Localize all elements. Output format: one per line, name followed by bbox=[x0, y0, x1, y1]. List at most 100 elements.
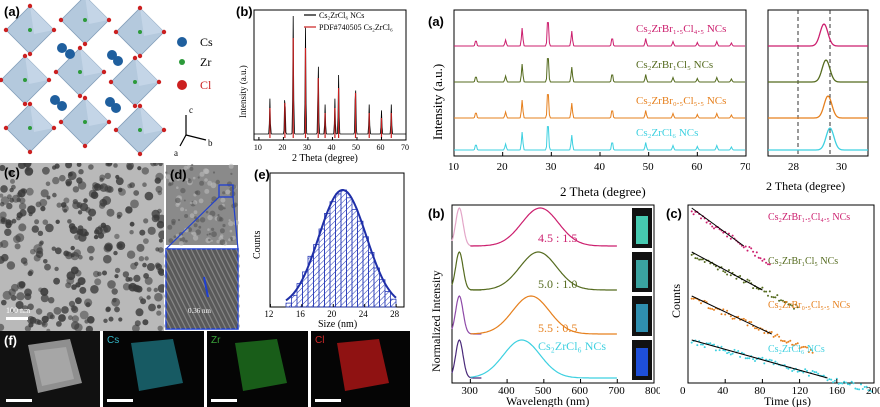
xrd-main-tick-label: 50 bbox=[643, 161, 655, 173]
decay-datapoint bbox=[860, 383, 862, 386]
decay-chart: Cs₂ZrBr₁.₅Cl₄.₅ NCs Cs₂ZrBr₁Cl₅ NCs Cs₂ZrB… bbox=[669, 204, 880, 407]
nanocrystal bbox=[15, 301, 24, 309]
hrtem-texture bbox=[233, 219, 240, 226]
nanocrystal bbox=[8, 288, 16, 296]
hrtem-texture bbox=[216, 216, 223, 222]
nanocrystal bbox=[118, 317, 123, 322]
nanocrystal bbox=[116, 241, 126, 250]
ratio-label-3: 5.5 : 0.5 bbox=[538, 321, 577, 335]
hrtem-texture bbox=[217, 214, 220, 217]
nanocrystal bbox=[34, 219, 40, 225]
decay-datapoint bbox=[737, 350, 740, 352]
decay-datapoint bbox=[727, 232, 730, 235]
cl-atom bbox=[137, 5, 143, 11]
nanocrystal bbox=[128, 277, 133, 282]
nanocrystal bbox=[68, 172, 73, 177]
decay-datapoint bbox=[763, 362, 766, 365]
xrd-zoom-panel: 28 30 2 Theta (degree) bbox=[750, 0, 880, 200]
cl-atom bbox=[22, 101, 28, 107]
cl-atom bbox=[82, 95, 88, 101]
nanocrystal bbox=[20, 188, 26, 193]
hrtem-texture bbox=[199, 171, 205, 177]
hrtem-texture bbox=[184, 239, 188, 243]
zr-atom bbox=[133, 80, 137, 84]
hrtem-texture bbox=[212, 171, 216, 174]
decay-datapoint bbox=[791, 370, 794, 372]
decay-datapoint bbox=[726, 235, 729, 238]
hrtem-texture bbox=[202, 168, 209, 174]
hrtem-texture bbox=[223, 207, 226, 210]
hrtem-texture bbox=[230, 172, 233, 175]
tem-scale-label: 100 nm bbox=[6, 306, 31, 315]
xrd-main-tick-label: 60 bbox=[691, 161, 703, 173]
nanocrystal bbox=[56, 321, 62, 327]
nanocrystal bbox=[102, 270, 107, 276]
decay-datapoint bbox=[724, 349, 727, 352]
decay-datapoint bbox=[748, 320, 751, 323]
decay-datapoint bbox=[746, 249, 749, 252]
lattice-fringe bbox=[170, 248, 212, 330]
hrtem-texture bbox=[225, 189, 231, 195]
cl-atom bbox=[113, 127, 119, 133]
decay-datapoint bbox=[700, 302, 702, 305]
nanocrystal bbox=[77, 210, 83, 215]
panel-label-a2: (a) bbox=[428, 14, 444, 29]
decay-datapoint bbox=[858, 388, 861, 391]
cl-atom bbox=[106, 17, 112, 23]
nanocrystal bbox=[113, 250, 118, 256]
hrtem-texture bbox=[183, 165, 188, 171]
zr-atom bbox=[83, 120, 87, 124]
nanocrystal bbox=[37, 230, 44, 236]
histogram-bar bbox=[351, 209, 358, 308]
nanocrystal bbox=[22, 305, 29, 312]
nanocrystal bbox=[6, 261, 16, 270]
nanocrystal bbox=[157, 214, 164, 224]
nanocrystal bbox=[40, 189, 49, 198]
nanocrystal bbox=[156, 310, 162, 316]
nanocrystal bbox=[54, 247, 62, 255]
pl-tick-label: 400 bbox=[498, 385, 515, 397]
hrtem-texture bbox=[208, 238, 211, 242]
decay-datapoint bbox=[744, 245, 747, 248]
nanocrystal bbox=[114, 267, 121, 274]
nanocrystal bbox=[77, 225, 84, 232]
nanocrystal bbox=[1, 299, 7, 306]
cl-atom bbox=[101, 69, 107, 75]
xrd-small-tick-label: 40 bbox=[327, 143, 335, 152]
nanocrystal bbox=[142, 319, 149, 326]
pl-ylabel: Normalized Intensity bbox=[429, 270, 443, 372]
panel-label-e: (e) bbox=[254, 167, 270, 182]
hrtem-texture bbox=[184, 214, 189, 218]
hrtem-texture bbox=[183, 199, 186, 202]
decay-datapoint bbox=[804, 345, 807, 348]
cl-atom bbox=[161, 29, 167, 35]
xrd-series-panel: Cs₂ZrBr₁.₅Cl₄.₅ NCs Cs₂ZrBr₁Cl₅ NCs Cs₂ZrB… bbox=[410, 0, 750, 200]
decay-datapoint bbox=[744, 357, 747, 360]
nanocrystal bbox=[4, 228, 12, 236]
decay-datapoint bbox=[754, 360, 756, 362]
nanocrystal bbox=[106, 208, 115, 217]
hist-tick-label: 20 bbox=[327, 309, 337, 319]
nanocrystal bbox=[44, 263, 51, 271]
decay-datapoint bbox=[871, 390, 874, 393]
decay-datapoint bbox=[752, 250, 755, 253]
nanocrystal bbox=[65, 181, 72, 187]
decay-datapoint bbox=[696, 344, 699, 347]
xrd-main-tick-label: 20 bbox=[497, 161, 509, 173]
nanocrystal bbox=[147, 226, 156, 235]
nanocrystal bbox=[0, 193, 4, 198]
octahedron-face bbox=[80, 48, 104, 76]
cl-atom bbox=[3, 125, 9, 131]
cl-atom bbox=[27, 149, 33, 155]
decay-datapoint bbox=[774, 296, 777, 299]
nanocrystal bbox=[74, 323, 83, 331]
hrtem-texture bbox=[175, 197, 181, 204]
nanocrystal bbox=[70, 305, 77, 312]
nanocrystal bbox=[142, 182, 147, 187]
decay-datapoint bbox=[826, 379, 829, 382]
decay-datapoint bbox=[750, 247, 753, 250]
hrtem-texture bbox=[189, 213, 195, 219]
hrtem-texture bbox=[198, 225, 202, 229]
xrd-small-ylabel: Intensity (a.u.) bbox=[238, 65, 248, 118]
decay-datapoint bbox=[748, 246, 751, 248]
